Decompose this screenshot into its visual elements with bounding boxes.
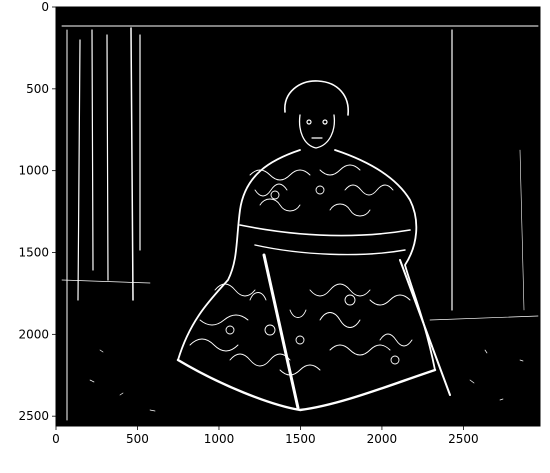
staff-right [399, 259, 451, 396]
eye-left [306, 119, 312, 125]
x-tick-label: 1000 [204, 432, 235, 446]
floor-line-right [429, 315, 539, 321]
y-tick-label: 2000 [18, 327, 49, 341]
image-area [56, 7, 540, 426]
x-tick-label: 2000 [367, 432, 398, 446]
robe-pattern [189, 164, 413, 376]
y-axis: 0 500 1000 1500 2000 2500 [18, 0, 56, 423]
edge-detail-layer [61, 25, 539, 421]
floor-line-left [61, 279, 151, 284]
y-tick-label: 1500 [18, 246, 49, 260]
x-tick-label: 0 [52, 432, 60, 446]
right-wall-line-2 [519, 149, 525, 311]
floor-speckles [89, 349, 524, 412]
image-frame [55, 6, 541, 427]
y-tick-label: 2500 [18, 409, 49, 423]
x-tick-label: 2500 [448, 432, 479, 446]
left-frame-line-3 [91, 29, 94, 271]
face-outline [298, 114, 336, 149]
hat-outline [284, 80, 349, 116]
left-frame-line-5 [130, 27, 134, 301]
x-tick-label: 1500 [285, 432, 316, 446]
eye-right [322, 119, 328, 125]
x-tick-label: 500 [126, 432, 149, 446]
y-tick-label: 0 [41, 0, 49, 14]
y-tick-label: 1000 [18, 164, 49, 178]
y-tick-label: 500 [26, 82, 49, 96]
belt-line [239, 224, 411, 237]
left-frame-line-2 [77, 39, 81, 301]
sword-left [262, 253, 300, 410]
belt-line-2 [254, 244, 406, 256]
robe-hem [176, 358, 437, 412]
left-frame-line-4 [106, 34, 109, 281]
x-axis: 0 500 1000 1500 2000 2500 [52, 426, 479, 446]
